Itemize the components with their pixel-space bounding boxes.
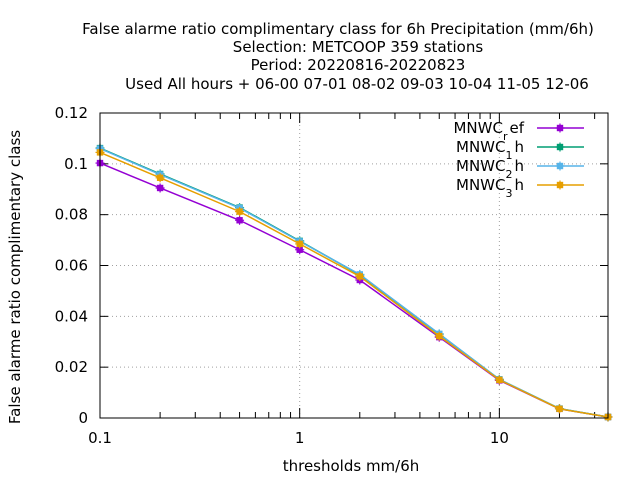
title-line-2: Selection: METCOOP 359 stations [233,38,484,56]
series-line [99,151,609,418]
data-point [235,207,245,217]
x-tick-label: 1 [295,429,305,447]
y-tick-label: 0.08 [55,206,88,224]
series-4 [95,147,613,422]
x-tick-label: 10 [490,429,509,447]
y-tick-label: 0.04 [55,307,88,325]
chart-title: False alarme ratio complimentary class f… [82,20,594,93]
data-point [434,331,444,341]
data-point [555,142,565,152]
title-line-3: Period: 20220816-20220823 [251,56,466,74]
series-2 [95,143,613,422]
legend-item: MNWC3 h [456,176,584,200]
y-tick-label: 0.1 [64,155,88,173]
series-1 [95,158,613,422]
data-point [555,180,565,190]
title-line-4: Used All hours + 06-00 07-01 08-02 09-03… [125,75,589,93]
legend-item: MNWC2 h [456,157,584,181]
x-axis-label: thresholds mm/6h [283,457,420,475]
data-point [155,183,165,193]
y-tick-label: 0.02 [55,358,88,376]
legend-label: MNWCr ef [453,119,524,143]
title-line-1: False alarme ratio complimentary class f… [82,20,594,38]
y-tick-label: 0.12 [55,104,88,122]
grid [100,113,608,418]
legend-label: MNWC3 h [456,176,524,200]
series-group [95,143,613,422]
y-tick-label: 0 [78,409,88,427]
x-tick-label: 0.1 [88,429,112,447]
tick-labels: 0 0.02 0.04 0.06 0.08 0.1 0.12 0.1 1 10 [55,104,509,447]
data-point [494,375,504,385]
data-point [555,161,565,171]
legend-item: MNWCr ef [453,119,584,143]
plot-frame [99,112,609,419]
data-point [235,215,245,225]
series-line [99,147,609,418]
y-axis-label: False alarme ratio complimentary class [6,130,24,424]
legend-label: MNWC2 h [456,157,524,181]
data-point [295,239,305,249]
legend-label: MNWC1 h [456,138,524,162]
data-point [554,404,564,414]
y-tick-label: 0.06 [55,257,88,275]
series-line [99,162,609,418]
series-line [99,147,609,418]
data-point [555,123,565,133]
legend-item: MNWC1 h [456,138,584,162]
series-3 [95,144,613,422]
data-point [355,271,365,281]
data-point [155,173,165,183]
